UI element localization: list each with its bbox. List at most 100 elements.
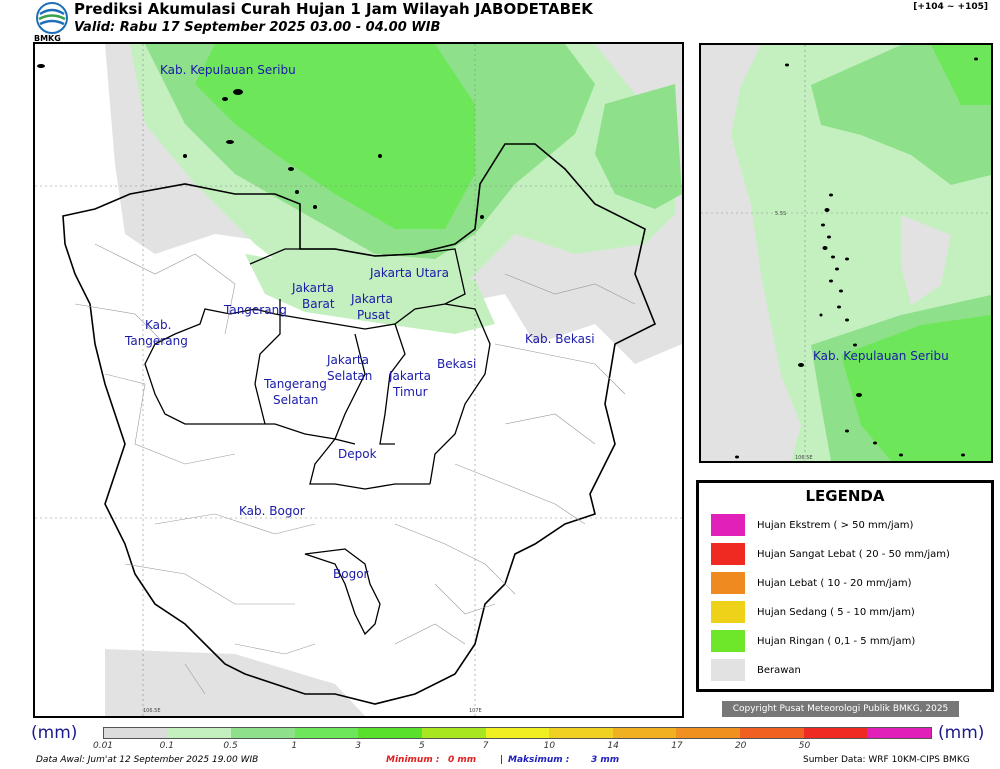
maksimum-value: 3 mm bbox=[591, 755, 620, 765]
islands bbox=[37, 64, 484, 219]
label-jakarta-barat-1: Jakarta bbox=[291, 281, 334, 295]
inset-islands bbox=[735, 57, 978, 459]
label-jakarta-barat-2: Barat bbox=[302, 297, 335, 311]
colorbar-tick: 14 bbox=[607, 741, 619, 751]
label-depok: Depok bbox=[338, 447, 377, 461]
coordinate-range: [+104 ~ +105] bbox=[913, 2, 988, 12]
minimum-value: 0 mm bbox=[448, 755, 477, 765]
colorbar-tick: 3 bbox=[355, 741, 361, 751]
colorbar bbox=[103, 727, 932, 739]
lon-label-107e: 107E bbox=[469, 708, 482, 714]
colorbar-segment bbox=[104, 728, 168, 738]
legend-swatch bbox=[711, 572, 745, 594]
city-borders bbox=[144, 248, 491, 636]
legend-swatch bbox=[711, 543, 745, 565]
legend-item: Berawan bbox=[711, 659, 801, 681]
legend-item: Hujan Ringan ( 0,1 - 5 mm/jam) bbox=[711, 630, 915, 652]
colorbar-segment bbox=[294, 728, 359, 738]
main-map: 6S 106.5E 107E Kab. Kepulauan Seribu Jak… bbox=[33, 42, 684, 718]
moderate-green-area-2 bbox=[595, 84, 682, 209]
label-jakarta-utara: Jakarta Utara bbox=[369, 266, 449, 280]
logo-text: BMKG bbox=[34, 34, 61, 43]
valid-time: Valid: Rabu 17 September 2025 03.00 - 04… bbox=[74, 20, 441, 35]
label-bekasi: Bekasi bbox=[437, 357, 476, 371]
legend-swatch bbox=[711, 630, 745, 652]
colorbar-segment bbox=[358, 728, 423, 738]
legend-swatch bbox=[711, 601, 745, 623]
colorbar-segment bbox=[803, 728, 868, 738]
legend-label: Hujan Sangat Lebat ( 20 - 50 mm/jam) bbox=[757, 548, 950, 560]
district-lines bbox=[74, 243, 636, 695]
colorbar-tick: 0.5 bbox=[223, 741, 238, 751]
label-jakarta-selatan-1: Jakarta bbox=[326, 353, 369, 367]
data-awal: Data Awal: Jum'at 12 September 2025 19.0… bbox=[36, 755, 259, 765]
colorbar-segment bbox=[612, 728, 677, 738]
page-title: Prediksi Akumulasi Curah Hujan 1 Jam Wil… bbox=[74, 0, 593, 18]
inset-bright-green bbox=[841, 315, 991, 461]
bright-green-area bbox=[195, 44, 475, 229]
colorbar-segment bbox=[867, 728, 931, 738]
unit-label-left: (mm) bbox=[31, 723, 78, 743]
inset-lat-label: 5.5S bbox=[775, 211, 786, 217]
colorbar-segment bbox=[740, 728, 804, 738]
colorbar-segment bbox=[231, 728, 295, 738]
inset-cloudy-patch bbox=[901, 215, 951, 305]
label-kab-bekasi: Kab. Bekasi bbox=[525, 332, 595, 346]
label-jakarta-pusat-2: Pusat bbox=[357, 308, 390, 322]
colorbar-segment bbox=[485, 728, 550, 738]
colorbar-tick: 20 bbox=[734, 741, 747, 751]
copyright-badge: Copyright Pusat Meteorologi Publik BMKG,… bbox=[722, 701, 959, 717]
data-source: Sumber Data: WRF 10KM-CIPS BMKG bbox=[803, 755, 970, 765]
lon-label-106-5e: 106.5E bbox=[143, 708, 160, 714]
footer-separator: | bbox=[500, 755, 504, 765]
legend-title: LEGENDA bbox=[805, 487, 885, 505]
legend: LEGENDA Hujan Ekstrem ( > 50 mm/jam) Huja… bbox=[696, 480, 994, 692]
cloudy-area-south bbox=[105, 649, 365, 716]
bmkg-logo bbox=[36, 2, 68, 34]
legend-label: Hujan Sedang ( 5 - 10 mm/jam) bbox=[757, 606, 915, 618]
legend-label: Berawan bbox=[757, 664, 801, 676]
colorbar-tick: 0.1 bbox=[159, 741, 174, 751]
label-kep-seribu: Kab. Kepulauan Seribu bbox=[160, 63, 296, 77]
label-tangsel-2: Selatan bbox=[273, 393, 318, 407]
label-tangerang: Tangerang bbox=[223, 303, 287, 317]
light-rain-area-2 bbox=[245, 254, 495, 334]
inset-lon-label: 106.5E bbox=[795, 455, 812, 461]
legend-item: Hujan Lebat ( 10 - 20 mm/jam) bbox=[711, 572, 911, 594]
label-bogor: Bogor bbox=[333, 567, 369, 581]
label-jakarta-selatan-2: Selatan bbox=[327, 369, 372, 383]
inset-map-canvas: 5.5S 106.5E Kab. Kepulauan Seribu bbox=[701, 45, 991, 461]
colorbar-tick: 50 bbox=[798, 741, 811, 751]
label-jakarta-pusat-1: Jakarta bbox=[350, 292, 393, 306]
legend-item: Hujan Sedang ( 5 - 10 mm/jam) bbox=[711, 601, 915, 623]
unit-label-right: (mm) bbox=[938, 723, 985, 743]
label-tangsel-1: Tangerang bbox=[263, 377, 327, 391]
colorbar-segment bbox=[676, 728, 741, 738]
legend-item: Hujan Ekstrem ( > 50 mm/jam) bbox=[711, 514, 913, 536]
inset-label-kep-seribu: Kab. Kepulauan Seribu bbox=[813, 349, 949, 363]
legend-item: Hujan Sangat Lebat ( 20 - 50 mm/jam) bbox=[711, 543, 950, 565]
label-kab-bogor: Kab. Bogor bbox=[239, 504, 305, 518]
label-kab-tangerang-1: Kab. bbox=[145, 318, 171, 332]
colorbar-ticks: 0.01 0.1 0.5 1 3 5 7 10 14 17 20 50 bbox=[86, 741, 946, 753]
legend-swatch bbox=[711, 514, 745, 536]
colorbar-tick: 10 bbox=[543, 741, 556, 751]
inset-map: 5.5S 106.5E Kab. Kepulauan Seribu bbox=[699, 43, 993, 463]
legend-swatch bbox=[711, 659, 745, 681]
maksimum-label: Maksimum : bbox=[508, 755, 570, 765]
label-jakarta-timur-2: Timur bbox=[392, 385, 428, 399]
colorbar-tick: 5 bbox=[418, 741, 425, 751]
colorbar-tick: 0.01 bbox=[92, 741, 114, 751]
colorbar-tick: 1 bbox=[291, 741, 298, 751]
colorbar-segment bbox=[167, 728, 232, 738]
colorbar-segment bbox=[422, 728, 486, 738]
inset-moderate-green bbox=[811, 45, 991, 185]
colorbar-tick: 17 bbox=[671, 741, 683, 751]
legend-label: Hujan Ekstrem ( > 50 mm/jam) bbox=[757, 519, 914, 531]
label-jakarta-timur-1: Jakarta bbox=[388, 369, 431, 383]
label-kab-tangerang-2: Tangerang bbox=[124, 334, 188, 348]
colorbar-segment bbox=[549, 728, 613, 738]
minimum-label: Minimum : bbox=[386, 755, 440, 765]
legend-label: Hujan Lebat ( 10 - 20 mm/jam) bbox=[757, 577, 912, 589]
main-map-canvas: 6S 106.5E 107E Kab. Kepulauan Seribu Jak… bbox=[35, 44, 682, 716]
